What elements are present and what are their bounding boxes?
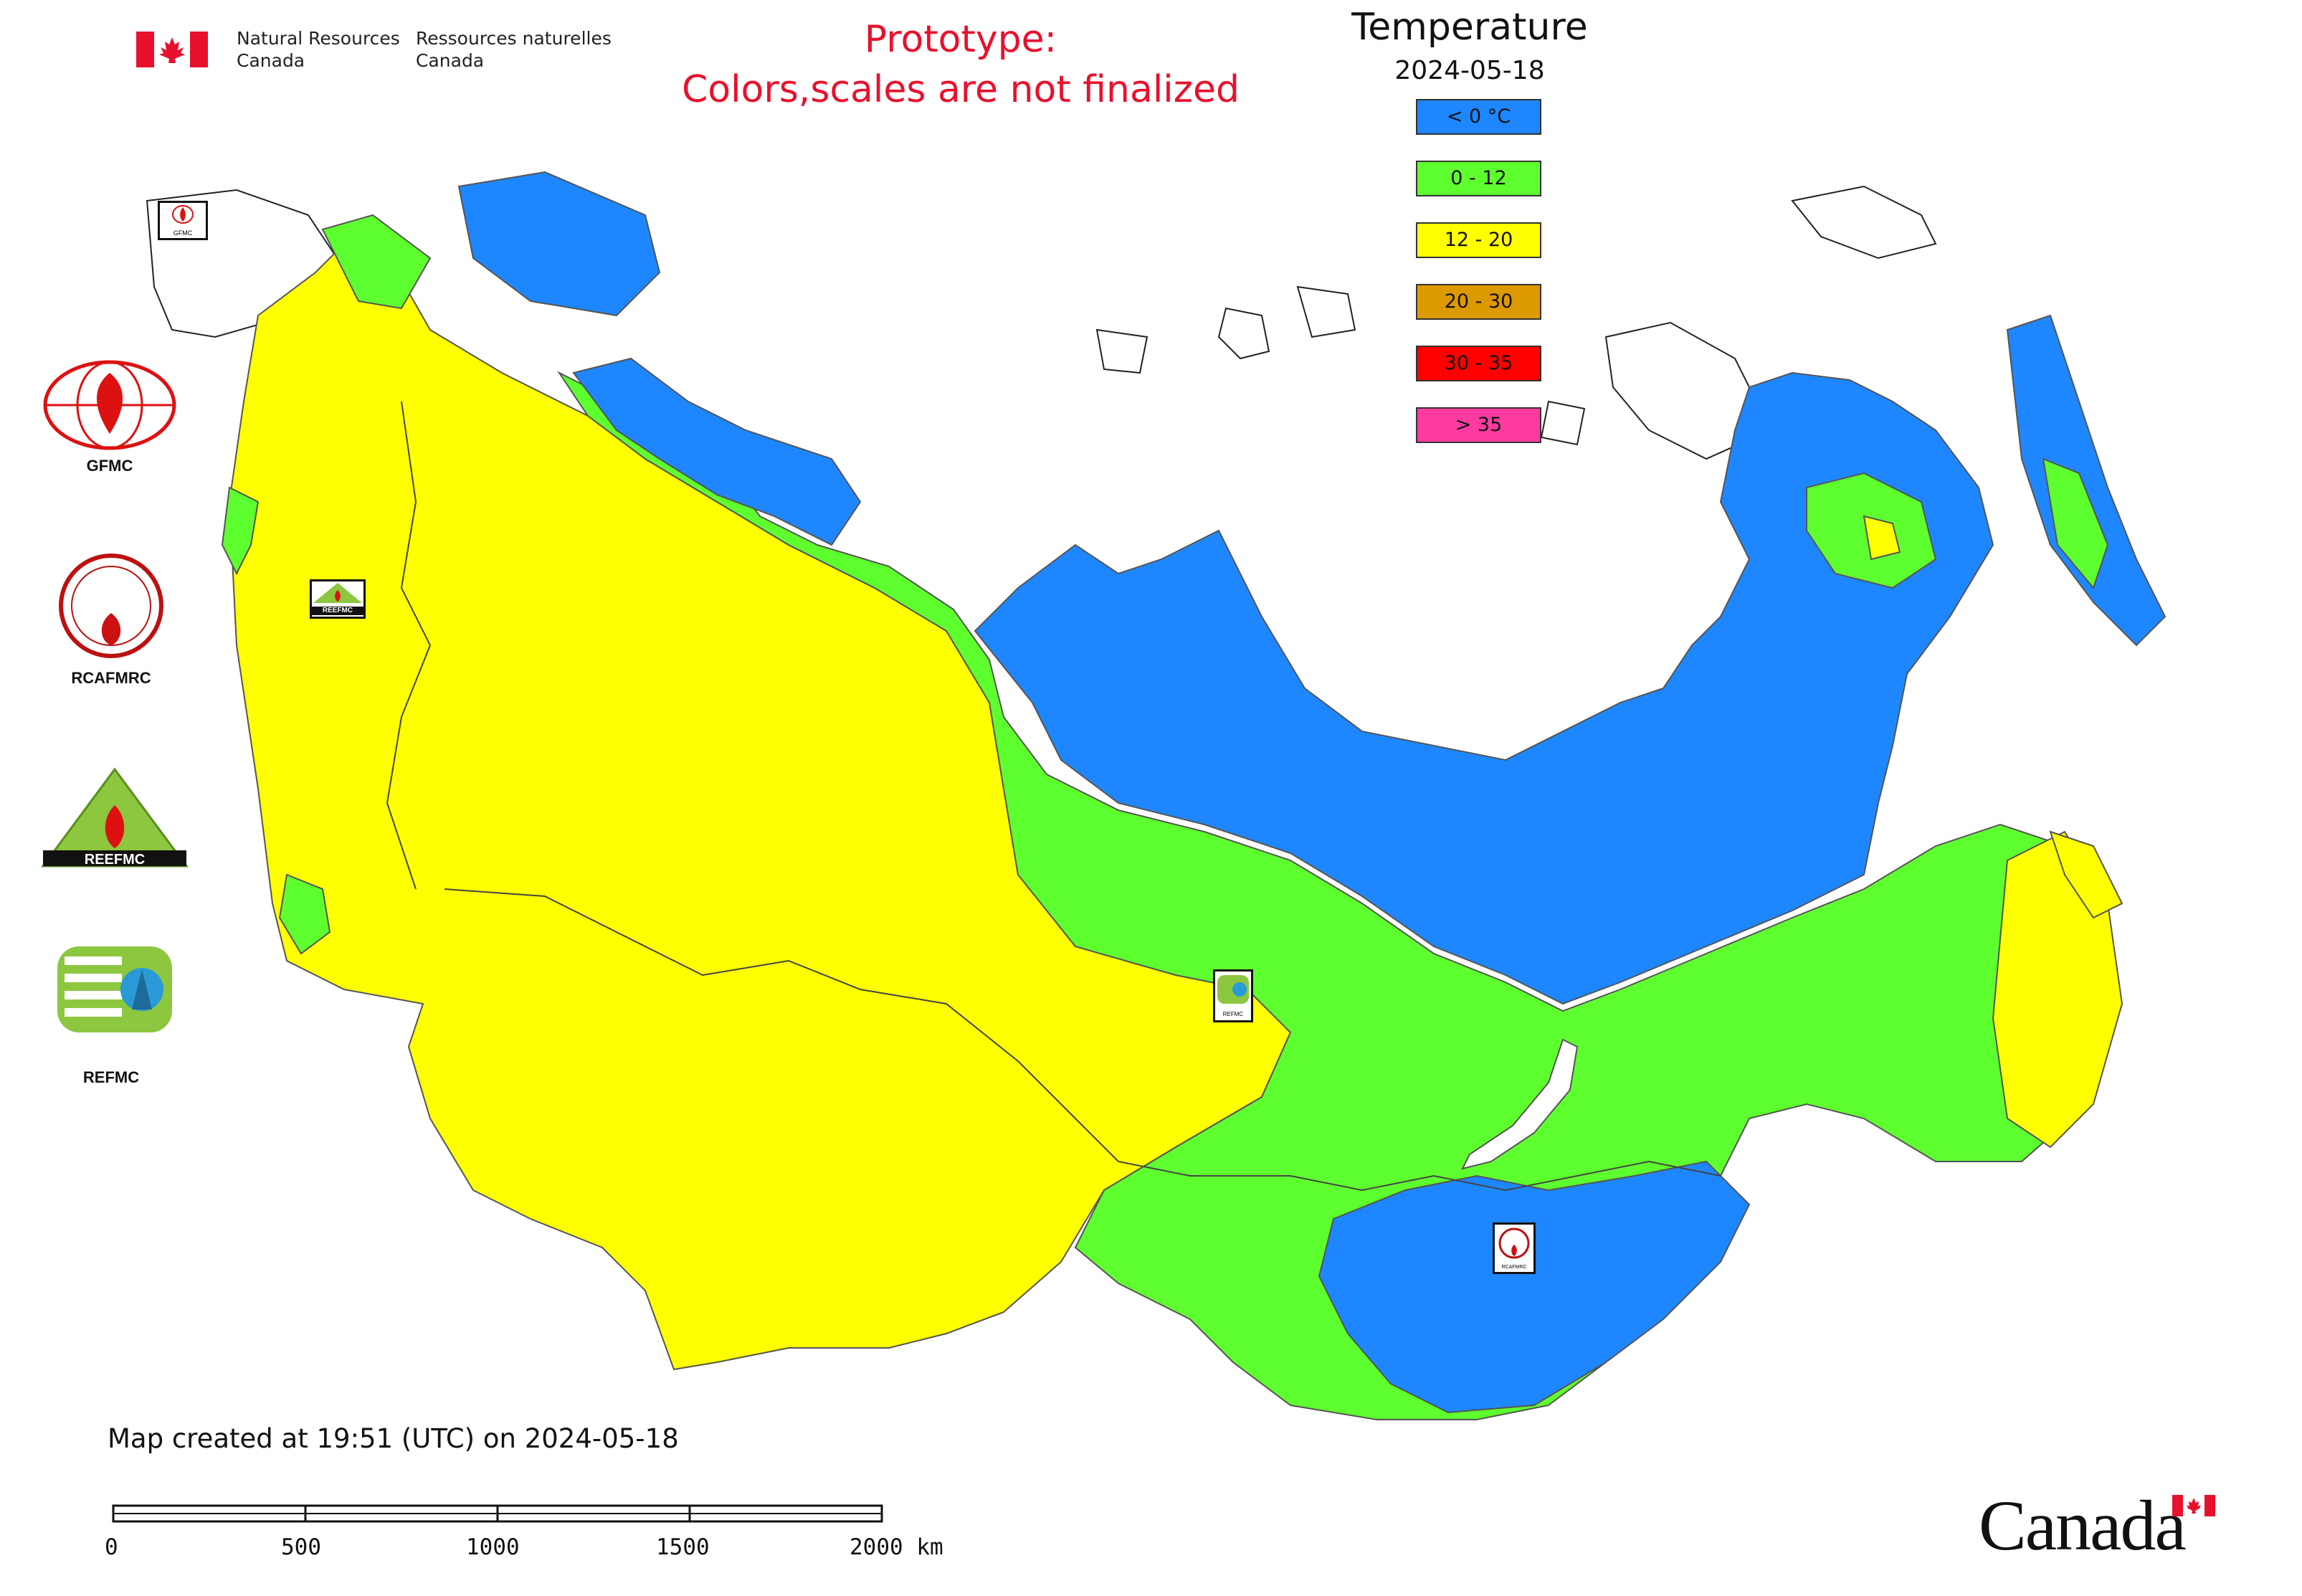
legend-title: Temperature [1351, 6, 1588, 49]
refmc-logo-icon [57, 946, 172, 1032]
agency-name-fr-line1: Ressources naturelles [416, 28, 612, 49]
legend-swatch-30-35: 30 - 35 [1416, 346, 1541, 381]
temp-region-12-20-sakhalin [2049, 830, 2123, 919]
arctic-island-5 [1540, 400, 1586, 446]
temp-region-0-12-kamchatka [2042, 457, 2109, 590]
temp-region-below-0-transbaikal [1318, 1160, 1751, 1414]
prototype-line2: Colors,scales are not finalized [681, 68, 1240, 111]
scale-tick-0: 0 [105, 1534, 118, 1560]
scale-bar [112, 1504, 883, 1523]
scale-tick-1000: 1000 [466, 1534, 520, 1560]
scale-tick-1500: 1500 [656, 1534, 710, 1560]
prototype-line1: Prototype: [864, 18, 1057, 61]
map-marker-rcafmrc[interactable]: RCAFMRC [1493, 1222, 1536, 1274]
temp-region-below-0-north-coast [572, 357, 862, 546]
org-label-gfmc: GFMC [86, 457, 133, 475]
legend-label: 20 - 30 [1444, 290, 1513, 313]
canada-wordmark: Canada [1979, 1486, 2187, 1565]
unclassified-land [146, 185, 1937, 460]
agency-name-en: Natural Resources Canada [237, 27, 400, 72]
scale-tick-2000: 2000 km [850, 1534, 943, 1560]
legend-swatch-12-20: 12 - 20 [1416, 222, 1541, 258]
rcafmrc-logo-icon [59, 554, 163, 658]
temp-region-0-12-baltic [221, 486, 260, 576]
arctic-island-4 [1791, 185, 1937, 260]
legend-label: > 35 [1455, 414, 1503, 436]
temp-region-below-0 [974, 371, 1994, 1005]
map-marker-gfmc[interactable]: GFMC [158, 201, 208, 240]
map-marker-reefmc[interactable]: REEFMC [310, 579, 366, 619]
org-label-refmc: REFMC [82, 1068, 140, 1086]
refmc-marker-text: REFMC [1222, 1011, 1244, 1017]
legend-label: 30 - 35 [1444, 352, 1513, 374]
arctic-island-2 [1296, 285, 1356, 338]
legend-swatch-20-30: 20 - 30 [1416, 284, 1541, 320]
prototype-notice: Prototype: Colors,scales are not finaliz… [645, 14, 1276, 115]
border-south [444, 888, 1721, 1192]
reefmc-marker-text: REEFMC [312, 607, 363, 615]
legend-swatch-above-35: > 35 [1416, 407, 1541, 443]
gfmc-marker-text: GFMC [173, 229, 193, 237]
temp-region-0-12-caucasus [278, 873, 331, 955]
rcafmrc-marker-text: RCAFMRC [1501, 1265, 1527, 1270]
legend-swatch-0-12: 0 - 12 [1416, 161, 1541, 196]
temp-region-0-12 [557, 371, 2116, 1420]
temp-region-12-20-kolyma [1863, 515, 1901, 561]
legend-date: 2024-05-18 [1394, 56, 1545, 85]
map-marker-refmc[interactable]: REFMC [1213, 969, 1253, 1022]
rcafmrc-marker-icon [1498, 1227, 1530, 1259]
arctic-island-1 [1217, 307, 1270, 360]
lake-baikal [1461, 1038, 1579, 1170]
legend-label: 0 - 12 [1450, 167, 1507, 189]
map-created-text: Map created at 19:51 (UTC) on 2024-05-18 [108, 1423, 679, 1454]
temp-region-below-0-novaya-zemlya [457, 171, 661, 317]
org-label-reefmc: REEFMC [84, 852, 146, 868]
agency-name-en-line2: Canada [237, 50, 305, 71]
border-west [386, 401, 432, 890]
agency-name-fr-line2: Canada [416, 50, 485, 71]
gfmc-marker-icon [172, 205, 194, 224]
agency-name-en-line1: Natural Resources [237, 28, 400, 49]
scale-tick-500: 500 [281, 1534, 321, 1560]
country-borders [386, 401, 1721, 1192]
org-label-rcafmrc: RCAFMRC [71, 669, 151, 687]
refmc-marker-icon [1217, 975, 1249, 1004]
temp-region-below-0-kamchatka [2006, 314, 2167, 647]
reefmc-marker-icon [313, 583, 362, 603]
reefmc-logo-icon [41, 767, 189, 868]
legend-label: 12 - 20 [1444, 229, 1513, 251]
legend-swatch-below-0: < 0 °C [1416, 99, 1541, 135]
agency-name-fr: Ressources naturelles Canada [416, 27, 612, 72]
legend-label: < 0 °C [1446, 105, 1511, 128]
arctic-island-3 [1095, 328, 1148, 374]
canada-flag-icon [136, 32, 208, 67]
temp-region-0-12-kola [321, 214, 432, 310]
gfmc-logo-icon [43, 360, 176, 450]
canada-wordmark-flag-icon [2172, 1495, 2215, 1516]
